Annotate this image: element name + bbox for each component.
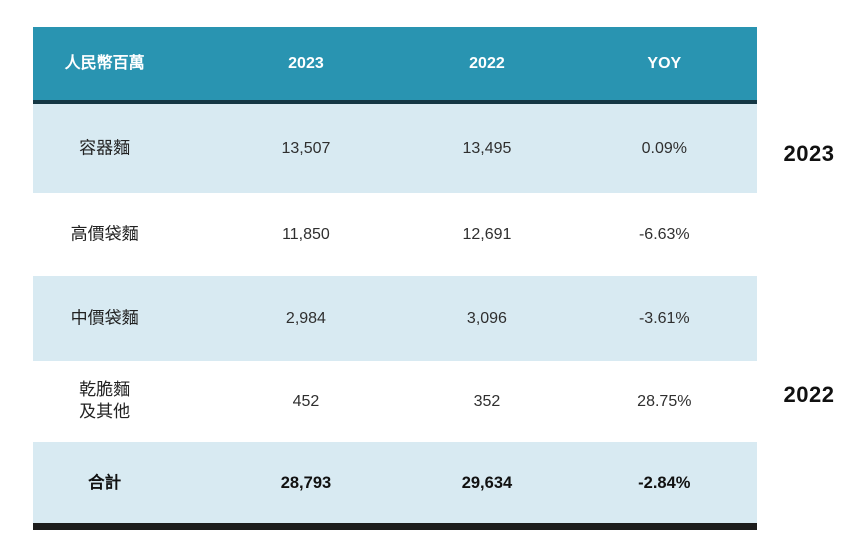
- row-category: 中價袋麵: [70, 308, 139, 328]
- row-value-2023: 13,507: [281, 139, 331, 157]
- row-value-yoy: 0.09%: [641, 139, 687, 157]
- col-header-yoy: YOY: [647, 54, 682, 72]
- noodle-sales-table: 人民幣百萬 2023 2022 YOY 容器麵 13,507 13,495 0.…: [33, 27, 757, 530]
- row-value-yoy: 28.75%: [637, 392, 692, 410]
- row-value-2022: 352: [473, 392, 501, 410]
- row-category: 容器麵: [79, 138, 131, 158]
- total-value-yoy: -2.84%: [638, 473, 691, 492]
- col-header-2022: 2022: [469, 54, 505, 72]
- total-label: 合計: [88, 473, 122, 492]
- row-category: 乾脆麵 及其他: [79, 379, 131, 422]
- row-value-2023: 11,850: [282, 225, 330, 243]
- row-value-2022: 13,495: [462, 139, 512, 157]
- table-row: 中價袋麵 2,984 3,096 -3.61%: [33, 276, 757, 361]
- col-header-2023: 2023: [288, 54, 324, 72]
- table-total-row: 合計 28,793 29,634 -2.84%: [33, 442, 757, 530]
- total-value-2022: 29,634: [461, 473, 513, 492]
- table-row: 乾脆麵 及其他 452 352 28.75%: [33, 361, 757, 442]
- row-value-2023: 452: [292, 392, 320, 410]
- row-value-yoy: -3.61%: [638, 309, 690, 327]
- row-category: 高價袋麵: [70, 224, 139, 244]
- row-value-2023: 2,984: [285, 309, 326, 327]
- year-annotation-2023: 2023: [783, 141, 835, 166]
- year-annotation-2022: 2022: [783, 382, 835, 407]
- table-row: 容器麵 13,507 13,495 0.09%: [33, 104, 757, 193]
- table-header-row: 人民幣百萬 2023 2022 YOY: [33, 27, 757, 104]
- row-value-2022: 12,691: [462, 225, 512, 243]
- table-row: 高價袋麵 11,850 12,691 -6.63%: [33, 193, 757, 276]
- row-value-2022: 3,096: [466, 309, 507, 327]
- row-value-yoy: -6.63%: [638, 225, 690, 243]
- total-value-2023: 28,793: [280, 473, 332, 492]
- unit-label: 人民幣百萬: [64, 54, 145, 72]
